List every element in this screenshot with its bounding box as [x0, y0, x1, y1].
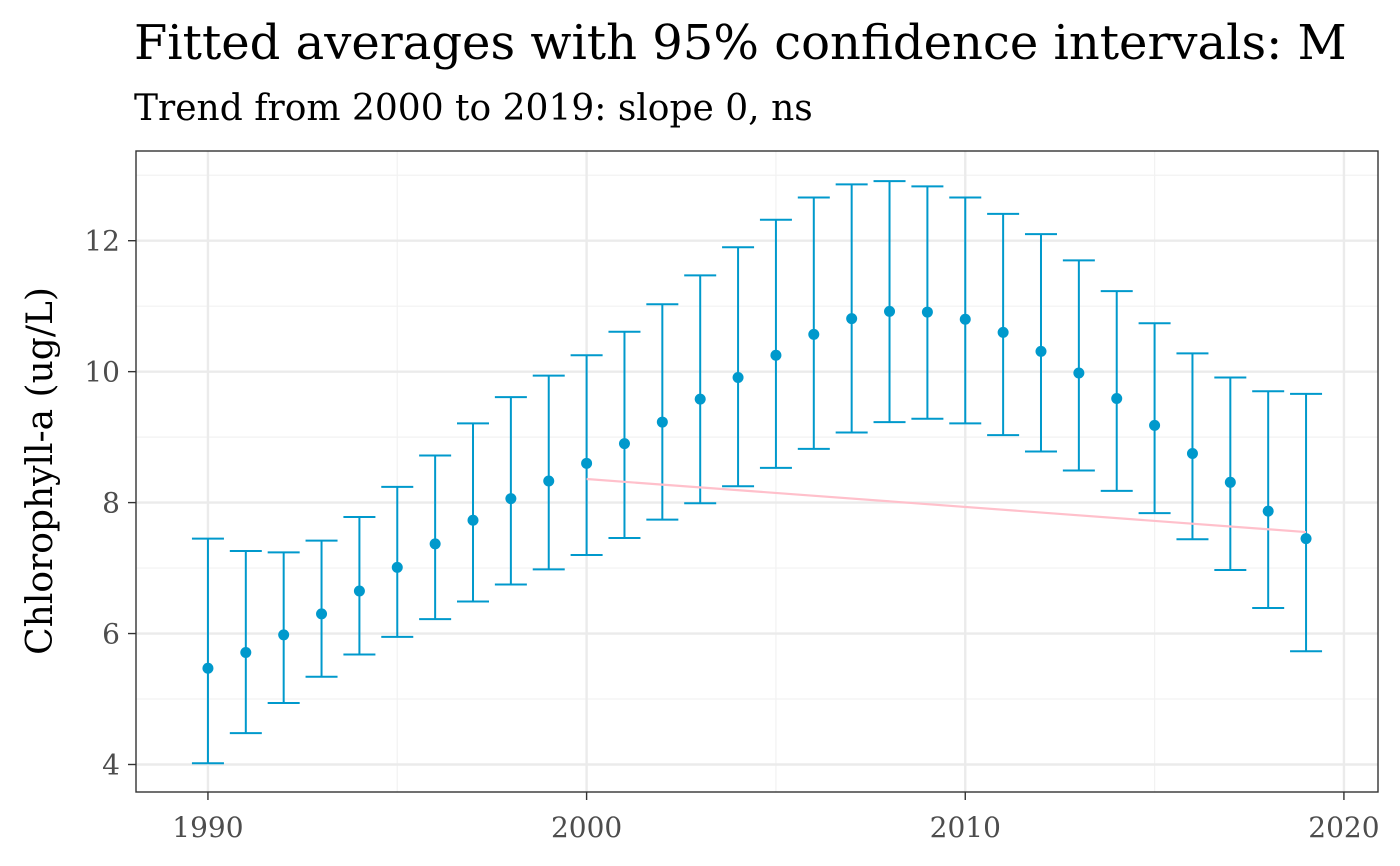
panel-border: [135, 150, 1379, 793]
y-tick-label: 4: [102, 749, 120, 782]
data-point: [1111, 392, 1123, 404]
trend-line: [586, 477, 1307, 534]
data-point: [278, 629, 290, 641]
data-point: [1224, 476, 1236, 488]
y-tick-label: 8: [102, 487, 120, 520]
plot-area: [191, 180, 1323, 765]
x-tick-label: 1990: [172, 811, 243, 844]
data-point: [884, 305, 896, 317]
axes: 1990 2000 2010 2020 4 6 8 10 12: [84, 225, 1379, 844]
data-point: [581, 457, 593, 469]
y-axis-label: Chlorophyll-a (ug/L): [20, 287, 61, 655]
x-tick-label: 2010: [930, 811, 1001, 844]
y-tick-label: 12: [84, 225, 120, 258]
y-tick-label: 6: [102, 618, 120, 651]
data-point: [1073, 367, 1085, 379]
data-point: [770, 349, 782, 361]
data-point: [202, 662, 214, 674]
x-tick-label: 2000: [551, 811, 622, 844]
data-point: [732, 372, 744, 384]
data-point: [997, 326, 1009, 338]
chart-title: Fitted averages with 95% confidence inte…: [134, 15, 1347, 71]
y-tick-label: 10: [84, 356, 120, 389]
data-point: [1300, 533, 1312, 545]
data-point: [656, 416, 668, 428]
data-point: [1186, 447, 1198, 459]
chart-subtitle: Trend from 2000 to 2019: slope 0, ns: [134, 88, 813, 129]
data-point: [391, 561, 403, 573]
data-point: [808, 328, 820, 340]
data-point: [618, 438, 630, 450]
x-tick-label: 2020: [1308, 811, 1379, 844]
data-point: [467, 514, 479, 526]
data-point: [1149, 419, 1161, 431]
data-point: [316, 608, 328, 620]
data-point: [505, 493, 517, 505]
data-point: [921, 306, 933, 318]
data-point: [353, 585, 365, 597]
data-point: [846, 313, 858, 325]
data-point: [694, 393, 706, 405]
data-point: [429, 538, 441, 550]
data-point: [1262, 505, 1274, 517]
data-point: [543, 475, 555, 487]
data-point: [1035, 345, 1047, 357]
data-point: [240, 647, 252, 659]
data-point: [959, 313, 971, 325]
